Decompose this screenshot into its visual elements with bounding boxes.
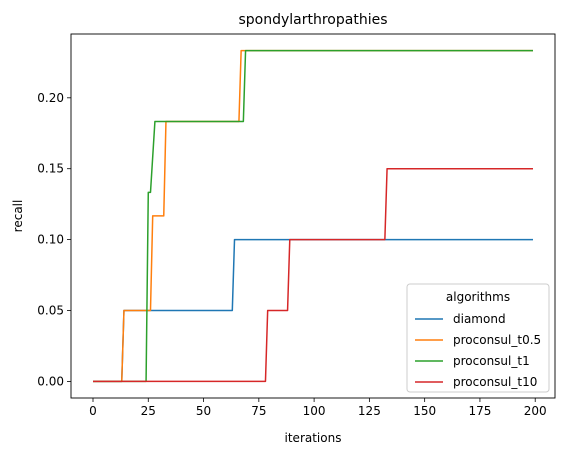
legend-entry: proconsul_t1 [453,354,530,368]
legend-entry: proconsul_t10 [453,375,537,389]
y-tick-label: 0.00 [37,374,64,388]
x-tick-label: 50 [196,404,211,418]
x-tick-label: 25 [141,404,156,418]
y-tick-label: 0.20 [37,91,64,105]
legend-entry: diamond [453,312,506,326]
x-tick-label: 175 [468,404,491,418]
plot-frame [70,33,556,399]
legend-box [406,283,550,393]
legend: algorithms diamond proconsul_t0.5 proconsul… [406,283,550,393]
x-tick-label: 200 [524,404,547,418]
y-axis-label: recall [11,200,25,233]
x-tick-label: 0 [89,404,97,418]
plot-lines [93,49,533,383]
legend-entry: proconsul_t0.5 [453,333,541,347]
x-tick-label: 75 [251,404,266,418]
y-tick-label: 0.15 [37,162,64,176]
y-tick-label: 0.05 [37,304,64,318]
x-tick-label: 100 [303,404,326,418]
x-tick-label: 125 [358,404,381,418]
y-tick-label: 0.10 [37,233,64,247]
y-axis: 0.00 0.05 0.10 0.15 0.20 [37,91,71,388]
x-tick-label: 150 [413,404,436,418]
legend-title: algorithms [446,290,510,304]
x-axis-label: iterations [285,431,342,445]
x-axis: 0 25 50 75 100 125 150 175 200 [89,398,547,418]
chart-title: spondylarthropathies [238,12,387,28]
series-line-proconsul-t1 [93,49,533,383]
series-line-proconsul-t0-5 [93,49,533,383]
series-line-proconsul-t10 [93,167,533,383]
